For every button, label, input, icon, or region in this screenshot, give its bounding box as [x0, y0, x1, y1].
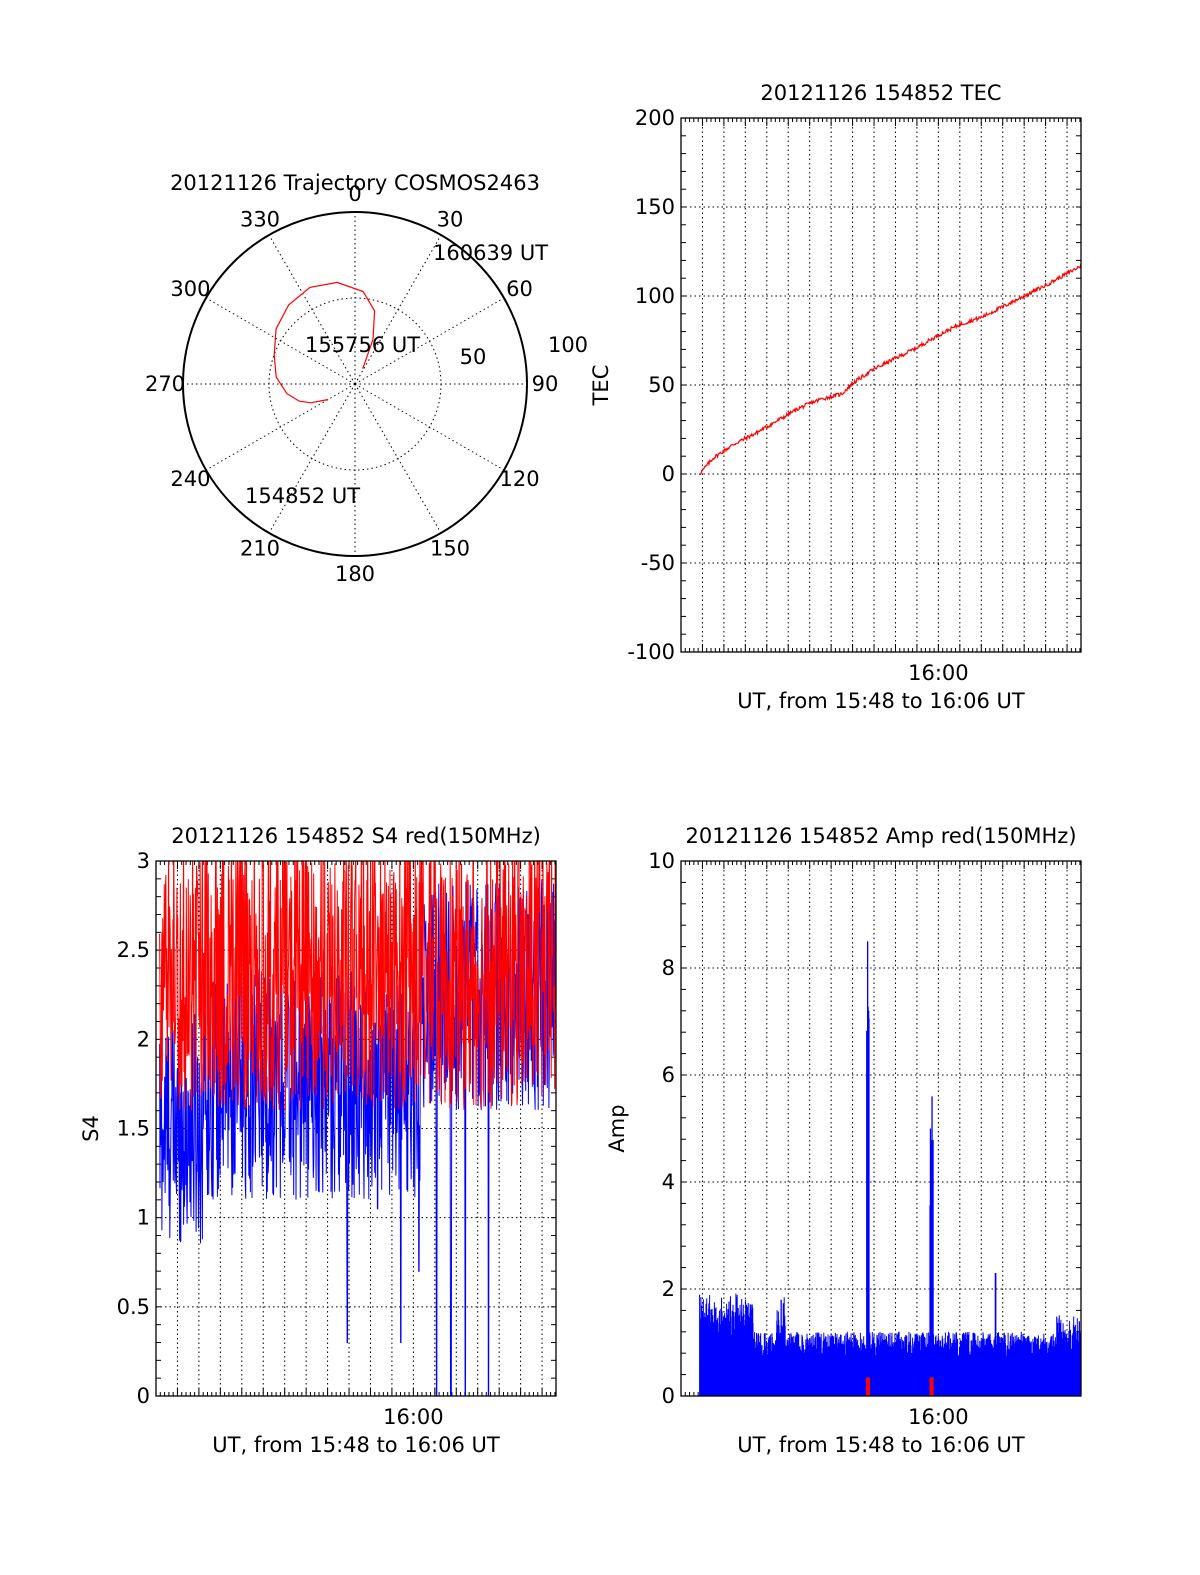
polar-angle-label: 180 — [335, 562, 375, 586]
y-tick-label: 100 — [635, 284, 675, 308]
polar-radius-label: 50 — [460, 345, 487, 369]
polar-spoke — [268, 234, 356, 385]
y-tick-label: 150 — [635, 195, 675, 219]
y-tick-label: 3 — [137, 849, 150, 873]
y-tick-label: 1 — [137, 1206, 150, 1230]
y-tick-label: 0 — [137, 1384, 150, 1408]
y-tick-label: -100 — [627, 640, 675, 664]
y-tick-label: 0 — [662, 1384, 675, 1408]
y-tick-label: 200 — [635, 106, 675, 130]
trajectory-time-label: 155756 UT — [305, 333, 420, 357]
polar-radius-label: 100 — [548, 333, 588, 357]
y-tick-label: 50 — [648, 373, 675, 397]
y-tick-label: 2.5 — [117, 938, 150, 962]
x-axis-label: UT, from 15:48 to 16:06 UT — [737, 689, 1025, 713]
x-axis-label: UT, from 15:48 to 16:06 UT — [737, 1433, 1025, 1457]
polar-angle-label: 60 — [506, 277, 533, 301]
polar-angle-label: 300 — [170, 277, 210, 301]
trajectory-line — [273, 281, 376, 404]
polar-angle-label: 90 — [532, 372, 559, 396]
trajectory-time-label: 160639 UT — [433, 241, 548, 265]
plot-frame — [680, 860, 1082, 1397]
y-axis-label: Amp — [605, 1104, 629, 1152]
polar-angle-label: 330 — [240, 207, 280, 231]
trajectory-time-label: 154852 UT — [245, 484, 360, 508]
x-tick-label: 16:00 — [383, 1405, 444, 1429]
x-tick-label: 16:00 — [908, 1405, 969, 1429]
y-tick-label: 8 — [662, 956, 675, 980]
polar-angle-label: 0 — [348, 182, 361, 206]
y-tick-label: 1.5 — [117, 1117, 150, 1141]
polar-angle-label: 120 — [499, 467, 539, 491]
tec-chart: -100 -50 0 50 100 150 200 16:00 20121126 154852 … — [589, 81, 1082, 713]
amp-red-mark — [929, 1377, 934, 1396]
x-axis-label: UT, from 15:48 to 16:06 UT — [212, 1433, 500, 1457]
plot-frame — [680, 117, 1082, 653]
y-tick-label: 0 — [662, 462, 675, 486]
amp-chart: 0 2 4 6 8 10 16:00 20121126 154852 Amp red(150M… — [605, 824, 1082, 1457]
chart-title: 20121126 154852 TEC — [760, 81, 1001, 105]
polar-grid-circle — [268, 297, 442, 471]
polar-spoke — [354, 297, 505, 385]
polar-angle-label: 30 — [437, 207, 464, 231]
polar-angle-label: 150 — [430, 537, 470, 561]
tec-series-line — [699, 264, 1082, 476]
y-tick-label: 2 — [662, 1277, 675, 1301]
polar-angle-label: 240 — [170, 467, 210, 491]
y-tick-label: 10 — [648, 849, 675, 873]
y-tick-label: 4 — [662, 1170, 675, 1194]
y-axis-label: TEC — [589, 365, 613, 407]
polar-outer-circle — [182, 211, 528, 557]
plot-frame — [155, 860, 557, 1397]
polar-angle-label: 270 — [145, 372, 185, 396]
s4-chart: 0 0.5 1 1.5 2 2.5 3 16:00 20121126 154852 S4 red… — [79, 824, 557, 1457]
polar-spoke — [354, 383, 442, 534]
y-axis-label: S4 — [79, 1115, 103, 1142]
polar-spoke — [268, 383, 356, 534]
polar-spoke — [205, 297, 356, 385]
x-tick-label: 16:00 — [908, 661, 969, 685]
chart-title: 20121126 154852 S4 red(150MHz) — [171, 824, 541, 848]
polar-title: 20121126 Trajectory COSMOS2463 — [170, 171, 540, 195]
amp-series-bars — [699, 941, 1082, 1396]
y-tick-label: 6 — [662, 1063, 675, 1087]
s4-series-line — [159, 861, 556, 1111]
polar-angle-label: 210 — [240, 537, 280, 561]
y-tick-label: 0.5 — [117, 1295, 150, 1319]
y-tick-label: 2 — [137, 1027, 150, 1051]
polar-spoke — [354, 234, 442, 385]
polar-spoke — [205, 383, 356, 471]
amp-red-mark — [865, 1377, 870, 1396]
chart-title: 20121126 154852 Amp red(150MHz) — [685, 824, 1076, 848]
y-tick-label: -50 — [641, 551, 675, 575]
